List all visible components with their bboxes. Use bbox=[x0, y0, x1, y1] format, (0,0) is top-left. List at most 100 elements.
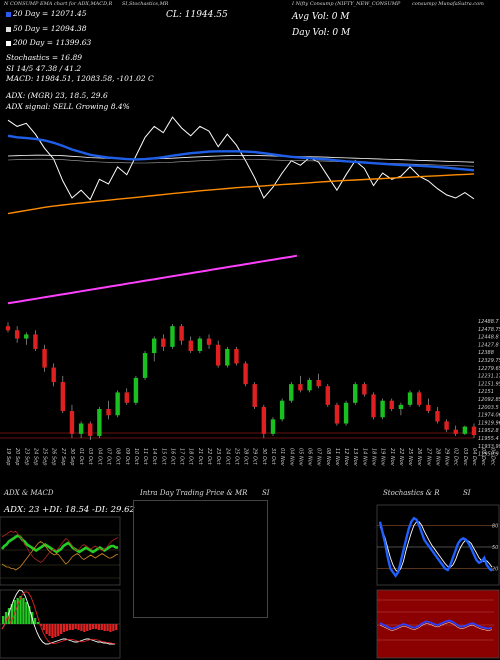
macd-hist-bar bbox=[45, 624, 48, 634]
macd-hist-bar bbox=[77, 624, 80, 630]
stoch-k-line bbox=[378, 516, 493, 578]
adx-readout: ADX: 23 +DI: 18.54 -DI: 29.62 bbox=[4, 505, 135, 515]
date-label: 27 Nov bbox=[425, 448, 431, 467]
date-label: 17 Oct bbox=[179, 448, 185, 466]
plus-di-line bbox=[1, 541, 119, 571]
candle-body bbox=[225, 348, 230, 366]
stoch-tick-label: 80 bbox=[492, 523, 498, 529]
macd-hist-bar bbox=[97, 624, 101, 630]
price-axis-label: 12092.85 bbox=[478, 397, 500, 403]
date-label: 18 Oct bbox=[188, 448, 194, 466]
ema20-legend-text: 20 Day = 12071.45 bbox=[13, 9, 87, 18]
stochastics-info: Stochastics = 16.89 bbox=[6, 53, 83, 62]
candle-body bbox=[14, 330, 20, 339]
date-label: 03 Dec bbox=[462, 448, 468, 466]
candle-body bbox=[234, 348, 239, 364]
candle-body bbox=[42, 348, 47, 368]
intraday-panel bbox=[133, 500, 268, 618]
stoch-panel-si: SI bbox=[463, 489, 471, 497]
date-label: 07 Oct bbox=[106, 448, 112, 466]
candle-body bbox=[69, 411, 75, 434]
candle-body bbox=[106, 409, 111, 416]
macd-hist-bar bbox=[65, 624, 69, 631]
candle-body bbox=[243, 363, 248, 385]
macd-hist-bar bbox=[103, 624, 106, 631]
candle-body bbox=[426, 404, 431, 412]
candle-body bbox=[115, 392, 120, 416]
close-price-label: CL: 11944.55 bbox=[166, 10, 228, 20]
macd-hist-bar bbox=[94, 624, 98, 629]
price-axis-label: 11933.99 bbox=[478, 444, 500, 450]
date-label: 22 Oct bbox=[206, 448, 212, 466]
macd-hist-bar bbox=[71, 624, 74, 630]
candle-body bbox=[60, 382, 66, 412]
date-label: 12 Nov bbox=[343, 448, 349, 467]
date-label: 20 Sep bbox=[14, 448, 20, 465]
avg-volume-label: Avg Vol: 0 M bbox=[292, 12, 350, 22]
legend-ema200: 200 Day = 11399.63 bbox=[6, 38, 91, 47]
date-label: 04 Dec bbox=[471, 448, 477, 466]
rsi-signal-line bbox=[379, 622, 493, 631]
candle-body bbox=[252, 384, 257, 407]
candle-body bbox=[188, 340, 193, 351]
candle-body bbox=[270, 419, 276, 434]
candle-body bbox=[362, 384, 367, 395]
macd-info: MACD: 11984.51, 12083.58, -101.02 C bbox=[6, 74, 154, 83]
macd-hist-bar bbox=[36, 622, 40, 624]
ema20-line bbox=[7, 134, 475, 172]
date-label: 25 Oct bbox=[233, 448, 239, 466]
candle-body bbox=[78, 423, 84, 434]
candle-body bbox=[133, 377, 139, 403]
legend-ema50: 50 Day = 12094.38 bbox=[6, 24, 87, 33]
stoch-subpanel bbox=[376, 504, 500, 586]
date-label: 08 Oct bbox=[115, 448, 121, 466]
date-label: 19 Sep bbox=[5, 448, 11, 465]
macd-hist-bar bbox=[112, 624, 115, 631]
candle-body bbox=[151, 338, 157, 354]
candle-body bbox=[453, 429, 458, 434]
macd-hist-bar bbox=[60, 624, 63, 634]
macd-hist-bar bbox=[62, 624, 66, 632]
date-label: 25 Nov bbox=[407, 448, 413, 467]
candle-body bbox=[325, 386, 331, 405]
candle-body bbox=[124, 392, 129, 403]
macd-hist-bar bbox=[16, 598, 19, 624]
rsi-info: SI 14/5 47.38 / 41.2 bbox=[6, 64, 82, 73]
legend-ema20: 20 Day = 12071.45 bbox=[6, 9, 87, 18]
date-label: 04 Nov bbox=[288, 448, 294, 467]
candle-body bbox=[298, 384, 303, 391]
macd-hist-bar bbox=[39, 624, 43, 626]
candle-body bbox=[462, 426, 468, 434]
macd-hist-bar bbox=[80, 624, 83, 631]
date-label: 23 Sep bbox=[23, 448, 29, 465]
macd-hist-bar bbox=[2, 616, 5, 624]
date-label: 27 Sep bbox=[60, 448, 66, 465]
date-label: 06 Dec bbox=[489, 448, 495, 466]
macd-hist-bar bbox=[19, 596, 22, 624]
adx-macd-panel bbox=[0, 516, 121, 659]
ema50-line bbox=[7, 154, 475, 163]
candle-body bbox=[24, 334, 29, 339]
date-label: 02 Dec bbox=[453, 448, 459, 466]
macd-hist-bar bbox=[86, 624, 89, 631]
date-label: 07 Nov bbox=[316, 448, 322, 467]
candle-body bbox=[307, 380, 312, 391]
ema20-swatch bbox=[6, 11, 11, 17]
candle-body bbox=[334, 404, 340, 424]
candle-body bbox=[206, 338, 212, 345]
price-axis-label: 12427.8 bbox=[478, 342, 499, 348]
candle-body bbox=[343, 402, 349, 424]
candle-body bbox=[215, 344, 221, 366]
candle-body bbox=[261, 406, 267, 434]
price-axis-label: 11955.4 bbox=[478, 436, 499, 442]
date-label: 04 Oct bbox=[96, 448, 102, 466]
date-label: 18 Nov bbox=[370, 448, 376, 467]
candle-body bbox=[179, 326, 184, 341]
date-label: 08 Nov bbox=[325, 448, 331, 467]
macd-line bbox=[1, 589, 116, 645]
macd-hist-bar bbox=[33, 618, 37, 624]
candle-body bbox=[289, 384, 294, 401]
date-label: 28 Nov bbox=[434, 448, 440, 467]
ema-long-line bbox=[7, 254, 298, 305]
date-label: 24 Sep bbox=[32, 448, 38, 465]
